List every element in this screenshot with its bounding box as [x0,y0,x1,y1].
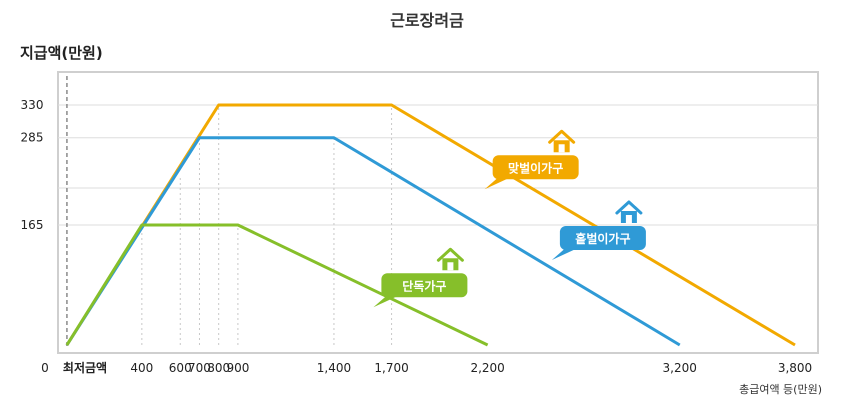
legend-badge-1: 홑벌이가구 [551,200,646,260]
x-tick-label-400: 400 [130,361,153,375]
y-tick-label-330: 330 [21,98,44,112]
y-tick-label-285: 285 [21,131,44,145]
y-tick-label-165: 165 [21,218,44,232]
badge-box [559,226,646,250]
chart-title: 근로장려금 [390,11,464,30]
x-tick-label-900: 900 [226,361,249,375]
x-tick-label-3200: 3,200 [663,361,697,375]
plot-frame [57,71,819,354]
series-line-2 [65,223,489,347]
x-tick-label-800: 800 [207,361,230,375]
house-icon [615,200,643,223]
series-name-label: 홑벌이가구 [575,231,630,246]
origin-label: 0 [41,361,49,375]
x-axis-label: 총급여액 등(만원) [739,383,822,396]
legend-badge-2: 단독가구 [373,247,468,308]
house-icon [436,247,464,271]
x-tick-label-1400: 1,400 [317,361,351,375]
series-name-label: 맞벌이가구 [508,160,563,175]
x-tick-label-1700: 1,700 [374,361,408,375]
y-axis-label: 지급액(만원) [20,44,103,62]
x-tick-label-700: 700 [188,361,211,375]
x-tick-label-2200: 2,200 [470,361,504,375]
min-wage-label: 최저금액 [63,360,107,375]
house-icon [548,129,576,153]
x-tick-label-600: 600 [169,361,192,375]
legend-badge-0: 맞벌이가구 [484,129,579,190]
badge-box [492,155,579,180]
x-tick-label-3800: 3,800 [778,361,812,375]
badge-box [381,273,468,298]
series-name-label: 단독가구 [402,278,446,293]
